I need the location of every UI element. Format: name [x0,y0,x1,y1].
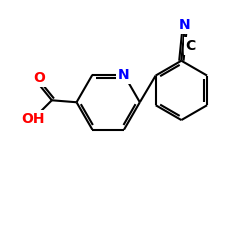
Text: O: O [33,70,45,85]
Text: N: N [178,18,190,32]
Text: C: C [186,39,196,53]
Text: N: N [118,68,130,82]
Text: OH: OH [21,112,45,126]
